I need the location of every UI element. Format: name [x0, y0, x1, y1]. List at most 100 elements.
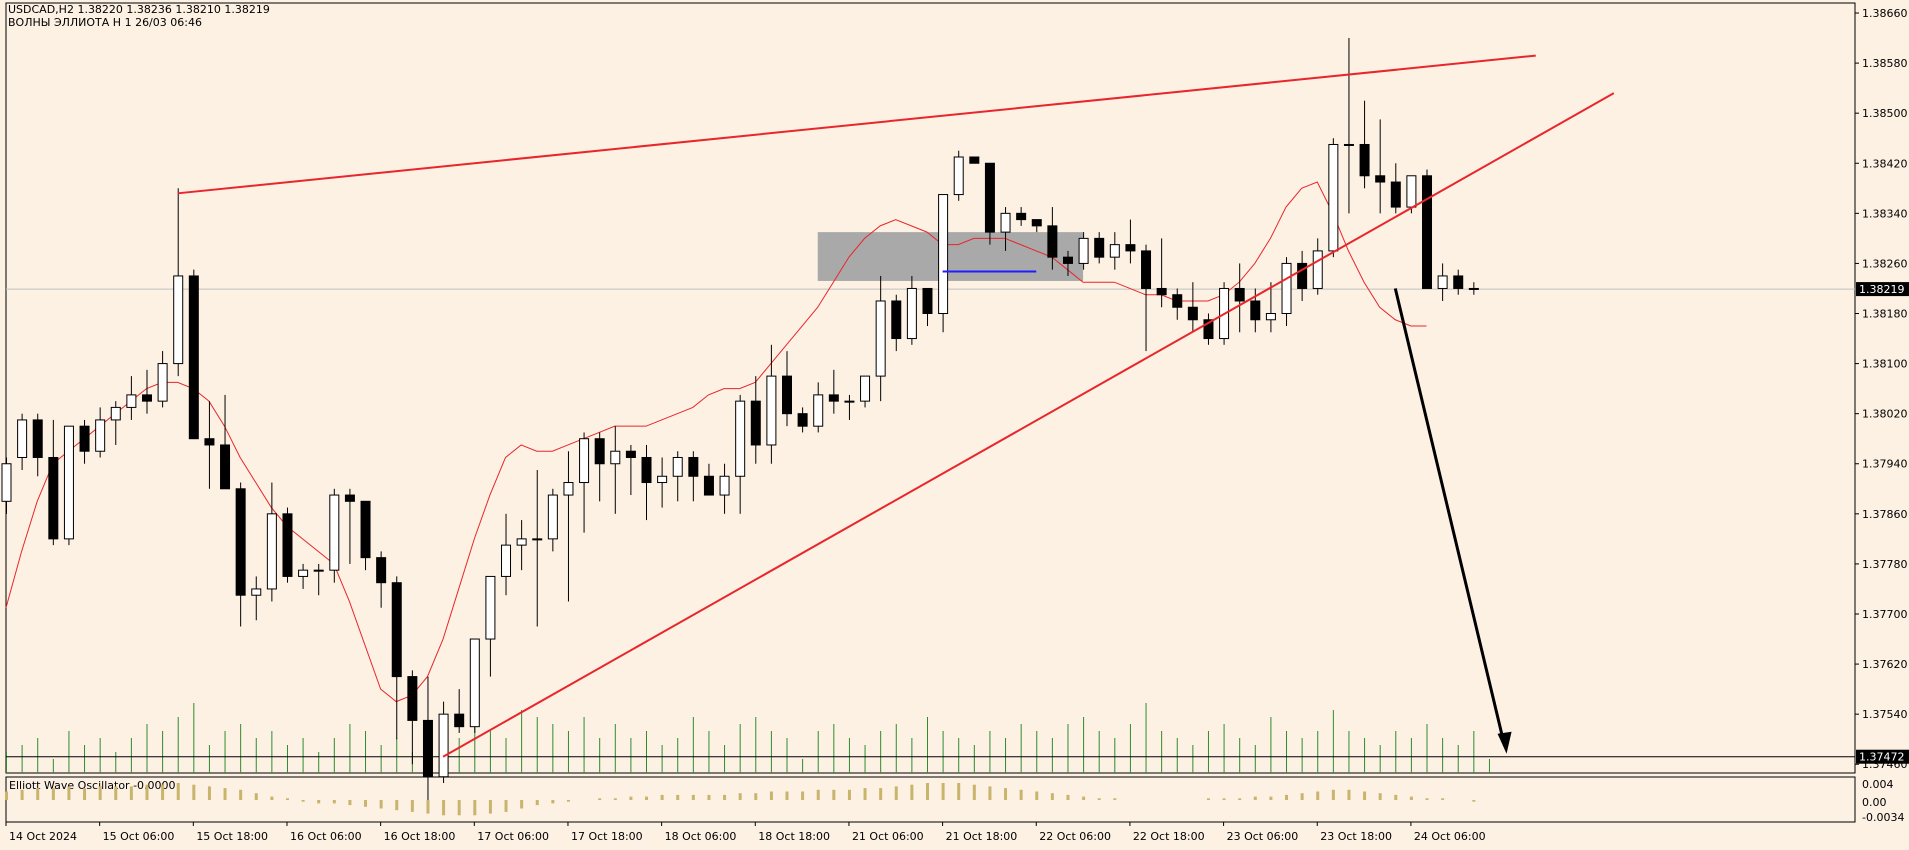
bear-candle: [797, 413, 808, 427]
bull-candle: [953, 156, 964, 196]
bull-candle: [1109, 244, 1120, 258]
bear-candle: [454, 713, 465, 728]
bull-candle: [126, 394, 137, 408]
x-tick-label: 21 Oct 06:00: [852, 830, 924, 843]
plot-frame: [5, 2, 1856, 774]
x-tick-label: 24 Oct 06:00: [1414, 830, 1486, 843]
bear-candle: [79, 425, 90, 452]
bull-candle: [735, 400, 746, 477]
y-tick-label: 1.38260: [1862, 257, 1908, 270]
y-tick-label: 1.38580: [1862, 57, 1908, 70]
bull-candle: [157, 363, 168, 402]
bull-candle: [329, 494, 340, 571]
bull-candle: [110, 406, 121, 421]
bull-candle: [501, 544, 512, 577]
bear-candle: [891, 300, 902, 340]
bull-candle: [532, 538, 543, 541]
x-tick-label: 14 Oct 2024: [9, 830, 77, 843]
bull-candle: [563, 482, 574, 496]
price-label-box: [1856, 282, 1909, 297]
bull-candle: [1078, 237, 1089, 264]
bear-candle: [32, 419, 43, 458]
bear-candle: [407, 676, 418, 721]
moving-average-line: [5, 181, 1427, 703]
bull-candle: [719, 475, 730, 496]
gray-zone: [817, 232, 1084, 281]
bull-candle: [1312, 250, 1323, 289]
oscillator-tick-label: 0.00: [1862, 796, 1887, 809]
bear-candle: [625, 450, 636, 458]
bull-candle: [672, 456, 683, 477]
symbol-header: USDCAD,H2 1.38220 1.38236 1.38210 1.3821…: [8, 3, 270, 16]
bull-candle: [610, 450, 621, 465]
y-tick-label: 1.37940: [1862, 458, 1908, 471]
bear-candle: [220, 444, 231, 490]
y-tick-label: 1.37620: [1862, 658, 1908, 671]
bear-candle: [1141, 250, 1152, 289]
bear-candle: [1390, 181, 1401, 208]
x-tick-label: 23 Oct 18:00: [1320, 830, 1392, 843]
bear-candle: [1156, 287, 1167, 296]
bear-candle: [594, 438, 605, 465]
x-tick-label: 17 Oct 18:00: [571, 830, 643, 843]
y-tick-label: 1.38500: [1862, 107, 1908, 120]
bull-candle: [266, 513, 277, 590]
bear-candle: [1453, 275, 1464, 289]
y-tick-label: 1.37860: [1862, 508, 1908, 521]
bull-candle: [173, 275, 184, 365]
bull-candle: [438, 713, 449, 778]
y-tick-label: 1.38020: [1862, 408, 1908, 421]
bull-candle: [1281, 262, 1292, 315]
bull-candle: [860, 375, 871, 402]
bull-candle: [844, 400, 855, 403]
x-tick-label: 16 Oct 06:00: [290, 830, 362, 843]
bear-candle: [204, 438, 215, 446]
bear-candle: [1172, 294, 1183, 308]
bear-candle: [828, 394, 839, 402]
bull-candle: [95, 419, 106, 452]
y-tick-label: 1.37540: [1862, 708, 1908, 721]
bear-candle: [282, 513, 293, 577]
bear-candle: [1375, 175, 1386, 183]
bear-candle: [188, 275, 199, 440]
bear-candle: [688, 456, 699, 477]
bear-candle: [641, 456, 652, 484]
x-tick-label: 23 Oct 06:00: [1227, 830, 1299, 843]
bull-candle: [1000, 212, 1011, 233]
bull-candle: [313, 569, 324, 572]
y-tick-label: 1.38660: [1862, 7, 1908, 20]
bear-candle: [391, 582, 402, 678]
y-tick-label: 1.37780: [1862, 558, 1908, 571]
bear-candle: [360, 500, 371, 559]
bear-candle: [1016, 212, 1027, 221]
bear-candle: [969, 156, 980, 164]
forecast-arrow: [1393, 288, 1507, 747]
bear-candle: [1203, 319, 1214, 340]
forecast-arrowhead: [1497, 731, 1512, 754]
bear-candle: [422, 719, 433, 778]
bull-candle: [875, 300, 886, 377]
bear-candle: [1422, 175, 1433, 289]
bull-candle: [1328, 143, 1339, 252]
bull-candle: [1265, 313, 1276, 321]
trendline: [442, 92, 1615, 758]
price-label: 1.38219: [1859, 283, 1905, 296]
bull-candle: [516, 538, 527, 546]
bull-candle: [657, 475, 668, 484]
x-tick-label: 22 Oct 18:00: [1133, 830, 1205, 843]
bull-candle: [1406, 175, 1417, 208]
bull-candle: [1468, 287, 1479, 290]
bull-candle: [1343, 143, 1354, 146]
bull-candle: [813, 394, 824, 427]
x-tick-label: 17 Oct 06:00: [477, 830, 549, 843]
bear-candle: [1187, 306, 1198, 321]
bear-candle: [1047, 225, 1058, 258]
bear-candle: [1359, 143, 1370, 177]
bear-candle: [1094, 237, 1105, 258]
bull-candle: [547, 494, 558, 540]
bear-candle: [1297, 262, 1308, 289]
bull-candle: [906, 287, 917, 340]
bear-candle: [1031, 219, 1042, 227]
x-tick-label: 15 Oct 06:00: [103, 830, 175, 843]
